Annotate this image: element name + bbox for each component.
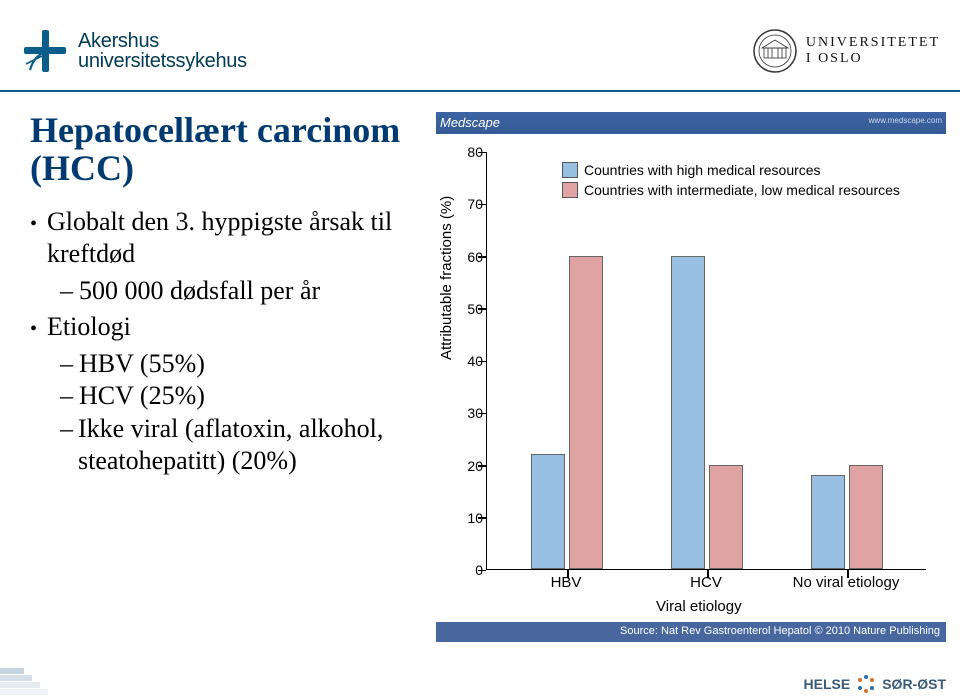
bullet-level2: – HBV (55%) bbox=[60, 348, 430, 381]
bullet-text: Ikke viral (aflatoxin, alkohol, steatohe… bbox=[78, 413, 430, 478]
footer-steps-icon bbox=[0, 667, 200, 700]
bullet-text: 500 000 dødsfall per år bbox=[79, 275, 320, 308]
bullet-text: HCV (25%) bbox=[79, 380, 205, 413]
bullet-level1: • Globalt den 3. hyppigste årsak til kre… bbox=[30, 206, 430, 271]
footer-brand-post: SØR-ØST bbox=[882, 676, 946, 692]
footer-brand: HELSE SØR-ØST bbox=[804, 674, 946, 694]
bar bbox=[569, 256, 603, 570]
slide: Akershus universitetssykehus UNIVERSITET bbox=[0, 0, 960, 700]
uio-line1: UNIVERSITETET bbox=[806, 35, 940, 51]
medscape-brand-bar: Medscape www.medscape.com bbox=[436, 112, 946, 134]
medscape-copyright: www.medscape.com bbox=[869, 116, 942, 125]
legend-swatch-icon bbox=[562, 182, 578, 198]
y-tick-label: 10 bbox=[455, 510, 483, 526]
y-tick-label: 0 bbox=[455, 562, 483, 578]
footer: HELSE SØR-ØST bbox=[0, 670, 960, 700]
y-tick-label: 50 bbox=[455, 301, 483, 317]
bar bbox=[531, 454, 565, 569]
bullet-level2: – HCV (25%) bbox=[60, 380, 430, 413]
logo-akershus: Akershus universitetssykehus bbox=[20, 26, 247, 76]
legend-label: Countries with high medical resources bbox=[584, 162, 821, 178]
dots-icon bbox=[856, 674, 876, 694]
y-tick-label: 60 bbox=[455, 249, 483, 265]
logo-line1: Akershus bbox=[78, 31, 247, 51]
bar bbox=[671, 256, 705, 570]
y-tick-label: 40 bbox=[455, 353, 483, 369]
dash-icon: – bbox=[60, 348, 73, 381]
legend: Countries with high medical resources Co… bbox=[562, 162, 900, 202]
bar bbox=[811, 475, 845, 569]
bullet-level2: – 500 000 dødsfall per år bbox=[60, 275, 430, 308]
bullet-level1: • Etiologi bbox=[30, 311, 430, 344]
bar bbox=[849, 465, 883, 570]
bullet-text: Globalt den 3. hyppigste årsak til kreft… bbox=[47, 206, 430, 271]
akershus-text: Akershus universitetssykehus bbox=[78, 31, 247, 71]
header: Akershus universitetssykehus UNIVERSITET bbox=[0, 0, 960, 92]
legend-label: Countries with intermediate, low medical… bbox=[584, 182, 900, 198]
x-category-label: HBV bbox=[506, 574, 626, 591]
y-tick-label: 30 bbox=[455, 405, 483, 421]
text-column: Hepatocellært carcinom (HCC) • Globalt d… bbox=[30, 112, 430, 642]
bar bbox=[709, 465, 743, 570]
dash-icon: – bbox=[60, 275, 73, 308]
legend-item: Countries with high medical resources bbox=[562, 162, 900, 178]
logo-uio: UNIVERSITETET I OSLO bbox=[752, 28, 940, 74]
medscape-label: Medscape bbox=[440, 115, 500, 130]
y-tick-label: 80 bbox=[455, 144, 483, 160]
dash-icon: – bbox=[60, 380, 73, 413]
akershus-mark-icon bbox=[20, 26, 70, 76]
slide-title: Hepatocellært carcinom (HCC) bbox=[30, 112, 430, 188]
x-category-label: No viral etiology bbox=[786, 574, 906, 591]
plot-area: 01020304050607080 bbox=[486, 152, 926, 570]
legend-item: Countries with intermediate, low medical… bbox=[562, 182, 900, 198]
title-line1: Hepatocellært bbox=[30, 110, 248, 150]
bullet-list: • Globalt den 3. hyppigste årsak til kre… bbox=[30, 206, 430, 478]
y-tick-label: 20 bbox=[455, 458, 483, 474]
bullet-dot-icon: • bbox=[30, 211, 37, 237]
legend-swatch-icon bbox=[562, 162, 578, 178]
logo-line2: universitetssykehus bbox=[78, 51, 247, 71]
dash-icon: – bbox=[60, 413, 72, 478]
bullet-text: HBV (55%) bbox=[79, 348, 205, 381]
x-category-label: HCV bbox=[646, 574, 766, 591]
chart: Medscape www.medscape.com Attributable f… bbox=[436, 112, 946, 642]
footer-brand-pre: HELSE bbox=[804, 676, 851, 692]
uio-text: UNIVERSITETET I OSLO bbox=[806, 35, 940, 67]
bullet-level2: – Ikke viral (aflatoxin, alkohol, steato… bbox=[60, 413, 430, 478]
y-axis-title: Attributable fractions (%) bbox=[438, 196, 455, 360]
header-rule bbox=[0, 90, 960, 92]
bullet-text: Etiologi bbox=[47, 311, 131, 344]
x-axis-title: Viral etiology bbox=[656, 598, 742, 615]
bullet-dot-icon: • bbox=[30, 316, 37, 342]
y-tick-label: 70 bbox=[455, 196, 483, 212]
chart-column: Medscape www.medscape.com Attributable f… bbox=[436, 112, 946, 642]
uio-seal-icon bbox=[752, 28, 798, 74]
uio-line2: I OSLO bbox=[806, 51, 940, 67]
source-bar: Source: Nat Rev Gastroenterol Hepatol © … bbox=[436, 622, 946, 642]
content: Hepatocellært carcinom (HCC) • Globalt d… bbox=[0, 92, 960, 642]
